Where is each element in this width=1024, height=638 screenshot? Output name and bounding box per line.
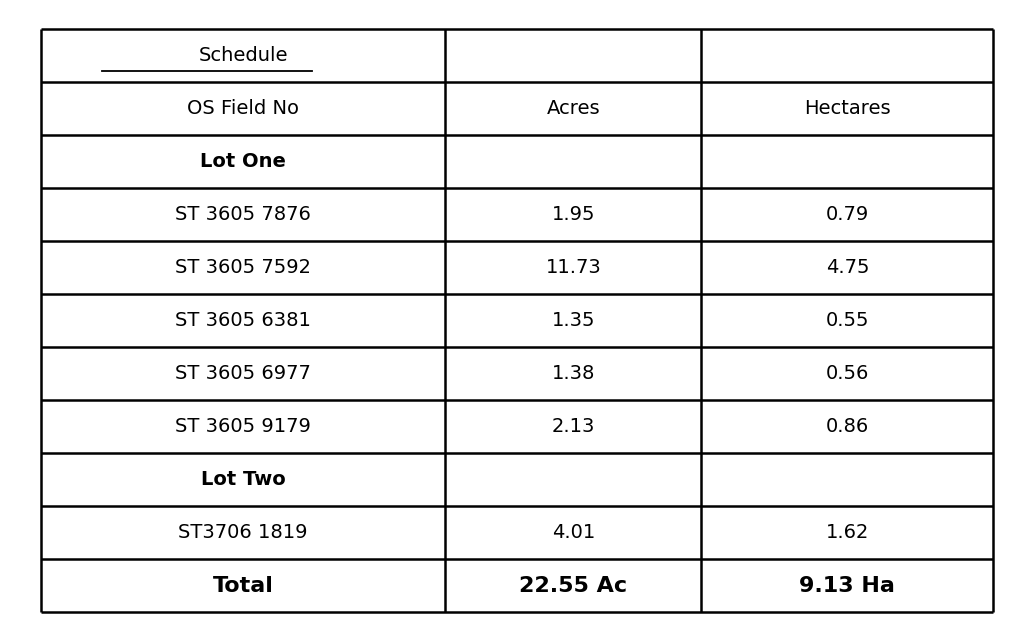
Text: Acres: Acres [547, 99, 600, 118]
Text: OS Field No: OS Field No [187, 99, 299, 118]
Text: ST3706 1819: ST3706 1819 [178, 523, 308, 542]
Text: Schedule: Schedule [199, 46, 288, 64]
Text: 0.79: 0.79 [825, 205, 869, 224]
Text: Lot Two: Lot Two [201, 470, 286, 489]
Text: ST 3605 6381: ST 3605 6381 [175, 311, 311, 330]
Text: 1.35: 1.35 [552, 311, 595, 330]
Text: 2.13: 2.13 [552, 417, 595, 436]
Text: Lot One: Lot One [201, 152, 286, 171]
Text: ST 3605 6977: ST 3605 6977 [175, 364, 311, 383]
Text: ST 3605 7876: ST 3605 7876 [175, 205, 311, 224]
Text: 22.55 Ac: 22.55 Ac [519, 576, 628, 596]
Text: 0.86: 0.86 [825, 417, 869, 436]
Text: 0.55: 0.55 [825, 311, 869, 330]
Text: ST 3605 7592: ST 3605 7592 [175, 258, 311, 277]
Text: 1.95: 1.95 [552, 205, 595, 224]
Text: ST 3605 9179: ST 3605 9179 [175, 417, 311, 436]
Text: Hectares: Hectares [804, 99, 891, 118]
Text: Total: Total [213, 576, 273, 596]
Text: 1.62: 1.62 [825, 523, 869, 542]
Text: 4.75: 4.75 [825, 258, 869, 277]
Text: 0.56: 0.56 [825, 364, 869, 383]
Text: 4.01: 4.01 [552, 523, 595, 542]
Text: 1.38: 1.38 [552, 364, 595, 383]
Text: 11.73: 11.73 [546, 258, 601, 277]
Text: 9.13 Ha: 9.13 Ha [800, 576, 895, 596]
